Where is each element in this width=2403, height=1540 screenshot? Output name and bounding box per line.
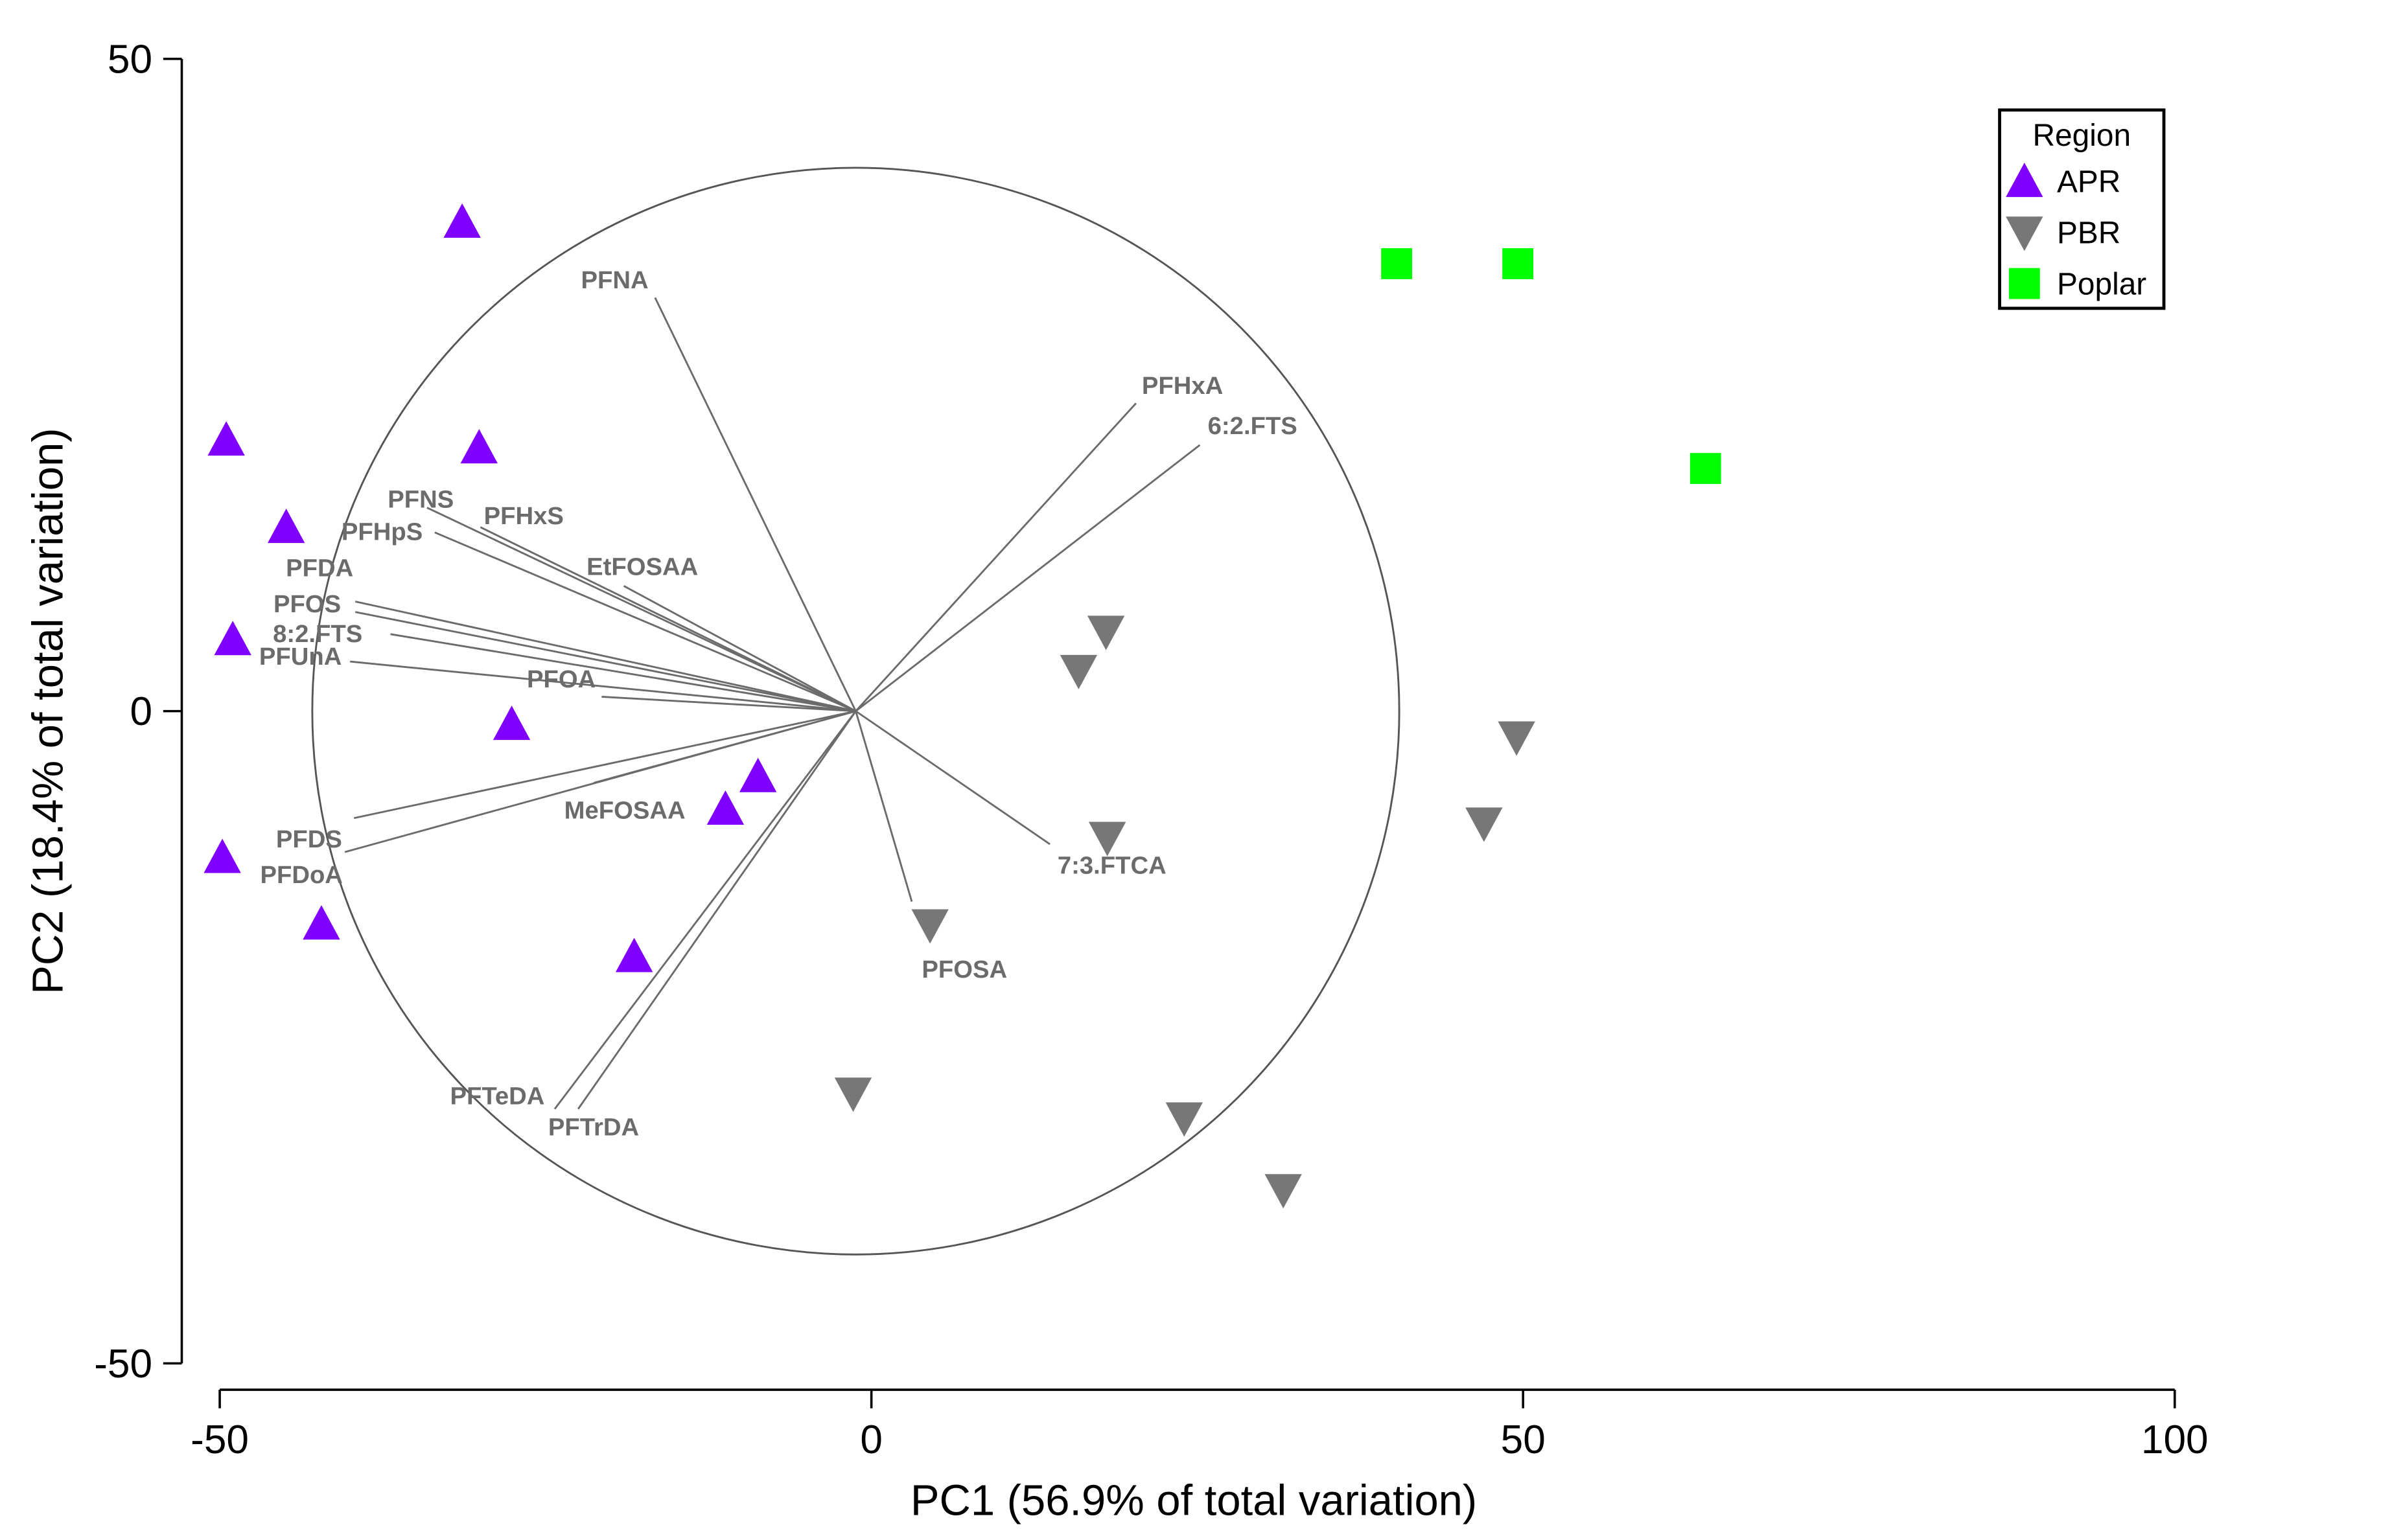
loading-label: PFTeDA <box>450 1083 544 1110</box>
loading-label: 8:2.FTS <box>273 620 362 648</box>
point-apr <box>207 421 245 456</box>
point-poplar <box>1689 453 1721 485</box>
loading-arrow <box>623 585 857 712</box>
y-axis-title: PC2 (18.4% of total variation) <box>23 428 72 994</box>
loading-label: PFOS <box>273 590 341 618</box>
loading-label: PFDoA <box>260 861 343 889</box>
loading-label: PFHxA <box>1142 372 1223 400</box>
axes: -50 0 50 100 50 0 -50 <box>94 37 2208 1462</box>
loading-arrow <box>354 601 856 713</box>
point-apr <box>203 838 241 873</box>
x-tick-label: 100 <box>2141 1418 2209 1462</box>
legend-label: APR <box>2057 165 2120 200</box>
point-pbr <box>1165 1102 1203 1137</box>
loading-label: PFHxS <box>484 502 564 530</box>
loading-label: PFOSA <box>922 956 1007 983</box>
points <box>203 203 1721 1209</box>
x-axis-title: PC1 (56.9% of total variation) <box>911 1477 1477 1525</box>
legend-title: Region <box>2033 119 2131 153</box>
point-apr <box>303 905 340 940</box>
loading-label: PFNA <box>581 266 649 294</box>
loading-arrow <box>426 507 857 712</box>
y-tick-label: -50 <box>94 1342 152 1386</box>
loading-label: PFUnA <box>259 643 342 671</box>
loading-arrow <box>593 710 856 784</box>
loadings: PFNA PFHxA 6:2.FTS PFNS PFHxS PFHpS EtFOSAA PFD… <box>259 266 1297 1141</box>
loading-arrow <box>577 710 857 1110</box>
legend-label: PBR <box>2057 216 2120 250</box>
point-apr <box>460 429 498 464</box>
point-apr <box>267 509 305 544</box>
loading-label: 6:2.FTS <box>1208 412 1297 440</box>
loading-arrow <box>855 710 1051 845</box>
x-tick-label: -50 <box>191 1418 249 1462</box>
x-tick-label: 50 <box>1501 1418 1546 1462</box>
loading-label: PFOA <box>527 665 596 693</box>
point-apr <box>443 203 481 238</box>
point-poplar <box>1502 248 1534 279</box>
loading-arrow <box>434 531 857 712</box>
y-tick-label: 50 <box>108 37 152 82</box>
loading-arrow <box>855 711 913 902</box>
legend-marker-pbr <box>2006 216 2043 251</box>
x-tick-label: 0 <box>860 1418 883 1462</box>
loading-label: 7:3.FTCA <box>1058 851 1167 879</box>
loading-arrow <box>354 611 856 713</box>
point-pbr <box>1087 615 1125 650</box>
loading-arrow <box>353 710 856 820</box>
point-apr <box>739 757 777 792</box>
loading-arrow <box>480 526 857 712</box>
point-apr <box>615 937 653 972</box>
loading-label: PFHpS <box>342 518 423 546</box>
loading-label: EtFOSAA <box>586 553 698 581</box>
loading-arrow <box>601 696 856 713</box>
loading-arrow <box>553 710 857 1110</box>
loading-arrow <box>350 660 856 713</box>
loading-label: PFTrDA <box>548 1113 639 1141</box>
legend-marker-apr <box>2006 163 2043 198</box>
point-apr <box>493 706 531 741</box>
point-pbr <box>1088 822 1126 856</box>
loading-label: PFDA <box>286 555 353 582</box>
loading-arrow <box>855 444 1201 712</box>
loading-arrow <box>855 402 1137 712</box>
point-pbr <box>1264 1174 1302 1209</box>
point-pbr <box>1060 654 1098 689</box>
point-pbr <box>911 909 949 944</box>
point-poplar <box>1381 248 1413 279</box>
legend-label: Poplar <box>2057 267 2146 301</box>
legend: Region APR PBR Poplar <box>1998 108 2166 310</box>
loading-arrow <box>654 297 857 712</box>
point-apr <box>706 790 745 825</box>
loading-label: MeFOSAA <box>564 796 686 824</box>
loadings-circle <box>311 167 1400 1256</box>
loading-label: PFNS <box>388 486 454 514</box>
point-pbr <box>1465 807 1503 842</box>
point-apr <box>214 621 251 656</box>
loading-arrow <box>390 633 856 713</box>
legend-marker-poplar <box>2008 268 2040 299</box>
point-pbr <box>1498 721 1535 756</box>
y-tick-label: 0 <box>130 689 152 734</box>
point-pbr <box>834 1077 872 1112</box>
loading-label: PFDS <box>276 825 342 853</box>
